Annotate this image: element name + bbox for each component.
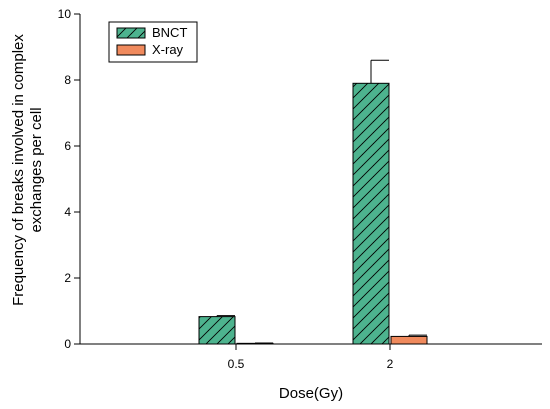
bar-bnct-0-5 bbox=[198, 316, 236, 345]
y-tick-label: 2 bbox=[64, 271, 71, 285]
y-axis-title-line-1: Frequency of breaks involved in complex bbox=[10, 34, 27, 306]
legend: BNCT X-ray bbox=[108, 21, 198, 63]
x-tick-label: 0.5 bbox=[228, 357, 245, 371]
bars bbox=[198, 82, 428, 345]
y-tick-label: 4 bbox=[64, 205, 71, 219]
y-axis-title: Frequency of breaks involved in complex … bbox=[10, 34, 45, 306]
y-tick-label: 8 bbox=[64, 73, 71, 87]
error-bars bbox=[216, 59, 427, 344]
bar-bnct-2 bbox=[352, 82, 390, 345]
y-ticks: 0 2 4 6 8 10 bbox=[58, 7, 80, 351]
y-tick-label: 6 bbox=[64, 139, 71, 153]
legend-swatch-x-ray bbox=[116, 44, 146, 56]
legend-label-x-ray: X-ray bbox=[152, 42, 184, 57]
legend-label-bnct: BNCT bbox=[152, 25, 187, 40]
y-axis-title-line-2: exchanges per cell bbox=[28, 107, 45, 232]
y-tick-label: 10 bbox=[58, 7, 72, 21]
x-ticks: 0.5 2 bbox=[228, 344, 394, 371]
x-axis-title: Dose(Gy) bbox=[279, 385, 343, 402]
y-tick-label: 0 bbox=[64, 337, 71, 351]
x-tick-label: 2 bbox=[387, 357, 394, 371]
axes bbox=[79, 14, 542, 345]
legend-swatch-bnct bbox=[116, 27, 146, 39]
bar-x-ray-2 bbox=[390, 335, 428, 345]
